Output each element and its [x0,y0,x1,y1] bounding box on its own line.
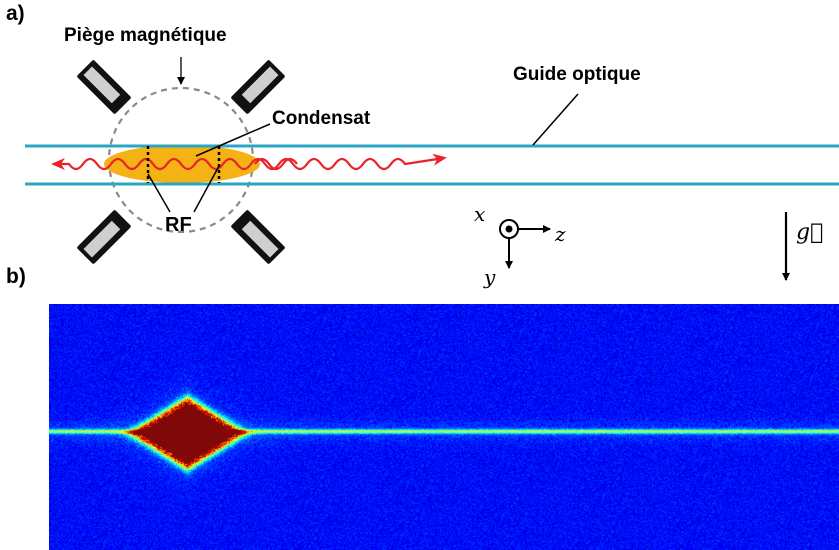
experiment-schematic [25,57,839,281]
rf-pointer-left [147,173,171,213]
coil-electrode-bottom-right [231,210,285,264]
wave-arrow-right [180,153,447,171]
condensate-label: Condensat [272,108,371,129]
coil-electrode-top-left [77,60,131,114]
condensate-pointer [195,123,271,157]
rf-pointer-right [193,165,220,213]
rf-label: RF [165,214,192,236]
gravity-label: g⃗ [796,220,824,245]
trap-label: Piège magnétique [64,25,227,46]
coil-electrode-bottom-left [77,210,131,264]
panel-b-label: b) [6,265,26,288]
guide-pointer [532,93,579,146]
coil-electrode-top-right [231,60,285,114]
guide-label: Guide optique [513,64,641,85]
axis-y-label: y [484,265,496,289]
panel-a-label: a) [6,2,25,25]
axis-x-dot-icon [505,225,513,233]
absorption-image [49,304,839,550]
axis-z-label: z [555,222,566,246]
axis-x-label: x [474,202,486,226]
wave-arrow-left-body [51,157,182,171]
wave-arrow-left [254,157,298,171]
